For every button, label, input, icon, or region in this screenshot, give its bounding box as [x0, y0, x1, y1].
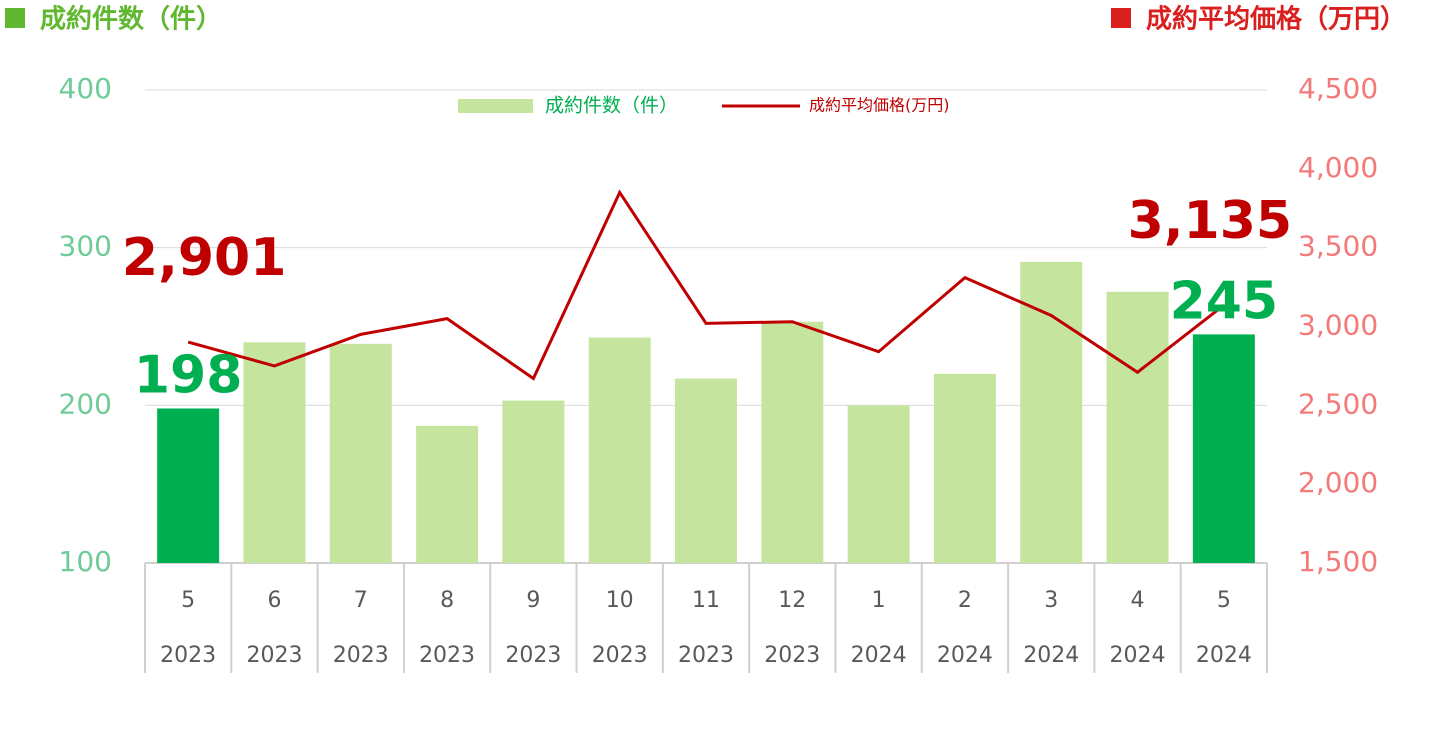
y-label-marker — [5, 8, 25, 28]
bar — [329, 343, 392, 563]
y2-axis-title: 成約平均価格（万円） — [1146, 4, 1406, 35]
x-tick-label: 12 — [778, 588, 806, 613]
year-label: 2023 — [592, 643, 648, 668]
x-tick-label: 9 — [526, 588, 540, 613]
data-label: 3,135 — [1128, 191, 1292, 251]
legend-swatch — [458, 99, 533, 113]
year-label: 2023 — [419, 643, 475, 668]
legend-label: 成約平均価格(万円) — [809, 96, 950, 115]
bar — [761, 321, 824, 563]
x-tick-label: 7 — [354, 588, 368, 613]
line — [187, 189, 1225, 381]
y-tick-label: 300 — [59, 230, 112, 263]
x-tick-label: 10 — [606, 588, 634, 613]
year-label: 2024 — [1196, 643, 1252, 668]
bar — [1106, 291, 1169, 563]
data-label: 198 — [134, 345, 243, 405]
bar — [675, 378, 737, 563]
x-tick-label: 1 — [872, 588, 886, 613]
y-tick-label: 200 — [59, 387, 112, 420]
bar — [243, 342, 306, 563]
year-label: 2024 — [851, 643, 907, 668]
data-label: 245 — [1170, 271, 1279, 331]
year-label: 2023 — [505, 643, 561, 668]
y2-tick-label: 2,500 — [1298, 387, 1378, 420]
year-label: 2024 — [1023, 643, 1079, 668]
x-tick-label: 5 — [181, 588, 195, 613]
y2-label-marker — [1111, 8, 1131, 28]
x-tick-label: 8 — [440, 588, 454, 613]
y-tick-label: 100 — [59, 545, 112, 578]
year-label: 2023 — [246, 643, 302, 668]
y-tick-label: 400 — [59, 72, 112, 105]
year-label: 2023 — [333, 643, 389, 668]
x-tick-label: 6 — [267, 588, 281, 613]
y2-tick-label: 4,000 — [1298, 151, 1378, 184]
x-tick-label: 4 — [1131, 588, 1145, 613]
year-label: 2023 — [160, 643, 216, 668]
x-tick-label: 11 — [692, 588, 720, 613]
x-tick-label: 5 — [1217, 588, 1231, 613]
y-axis-title: 成約件数（件） — [40, 4, 222, 35]
bar — [1192, 334, 1255, 563]
y2-tick-label: 2,000 — [1298, 466, 1378, 499]
y2-tick-label: 3,000 — [1298, 309, 1378, 342]
year-label: 2023 — [764, 643, 820, 668]
bar — [1020, 261, 1083, 563]
year-label: 2024 — [1110, 643, 1166, 668]
bar — [847, 405, 910, 563]
year-label: 2024 — [937, 643, 993, 668]
bar — [416, 425, 479, 563]
x-tick-label: 2 — [958, 588, 972, 613]
bar — [502, 400, 565, 563]
y2-tick-label: 1,500 — [1298, 545, 1378, 578]
y2-tick-label: 3,500 — [1298, 230, 1378, 263]
x-tick-label: 3 — [1044, 588, 1058, 613]
bar — [588, 337, 651, 563]
bar — [933, 373, 996, 563]
year-label: 2023 — [678, 643, 734, 668]
y2-tick-label: 4,500 — [1298, 72, 1378, 105]
legend-label: 成約件数（件） — [545, 95, 678, 117]
bar — [157, 408, 220, 563]
data-label: 2,901 — [122, 228, 286, 288]
